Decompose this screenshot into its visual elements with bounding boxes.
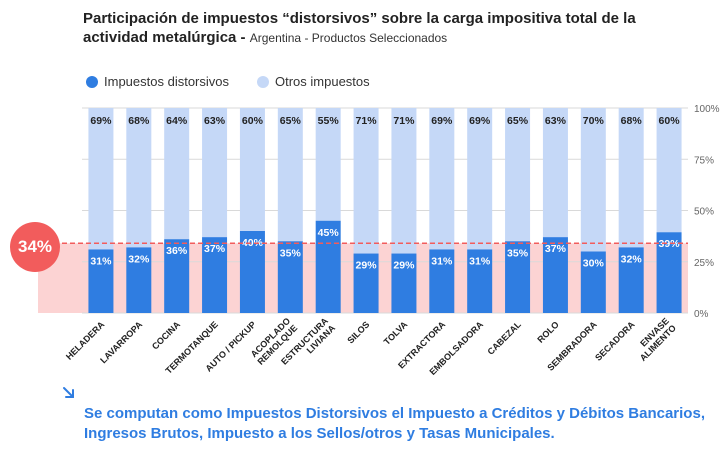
bar-distorsivos xyxy=(656,232,682,313)
bar-otros xyxy=(239,108,265,231)
bar-distorsivos xyxy=(353,253,379,313)
data-label-distorsivos: 35% xyxy=(280,247,302,259)
data-label-distorsivos: 36% xyxy=(166,245,188,257)
legend-label-distorsivos: Impuestos distorsivos xyxy=(104,74,229,89)
data-label-distorsivos: 35% xyxy=(507,247,529,259)
data-label-otros: 60% xyxy=(659,115,681,127)
bar-distorsivos xyxy=(542,237,568,313)
bar-distorsivos xyxy=(164,239,190,313)
bar-distorsivos xyxy=(202,237,228,313)
data-label-distorsivos: 32% xyxy=(128,253,150,265)
category-label: SECADORA xyxy=(593,319,637,363)
chart-subtitle: Argentina - Productos Seleccionados xyxy=(249,31,448,45)
bar-otros xyxy=(505,108,531,242)
data-label-otros: 63% xyxy=(204,115,226,127)
data-label-otros: 69% xyxy=(431,115,453,127)
data-label-otros: 69% xyxy=(469,115,491,127)
data-label-distorsivos: 30% xyxy=(583,258,605,270)
bar-otros xyxy=(656,108,682,233)
bar-otros xyxy=(542,108,568,238)
data-label-distorsivos: 31% xyxy=(90,255,112,267)
category-label: CABEZAL xyxy=(486,319,524,357)
category-label: SILOS xyxy=(345,319,371,345)
legend-swatch-otros xyxy=(257,75,269,88)
data-label-distorsivos: 37% xyxy=(545,243,567,255)
y-tick-label: 75% xyxy=(694,155,714,166)
data-label-distorsivos: 31% xyxy=(469,255,491,267)
bar-distorsivos xyxy=(467,249,493,313)
bar-otros xyxy=(580,108,606,252)
category-label: ROLO xyxy=(535,319,560,344)
bar-distorsivos xyxy=(505,241,531,313)
bar-distorsivos xyxy=(239,231,265,313)
data-label-otros: 71% xyxy=(356,115,378,127)
data-label-otros: 65% xyxy=(280,115,302,127)
category-label: ENVASEALIMENTO xyxy=(631,316,678,363)
y-tick-label: 0% xyxy=(694,309,709,320)
bar-otros xyxy=(467,108,493,250)
data-label-otros: 68% xyxy=(621,115,643,127)
data-label-otros: 70% xyxy=(583,115,605,127)
data-label-otros: 60% xyxy=(242,115,264,127)
data-label-otros: 55% xyxy=(318,115,340,127)
legend: Impuestos distorsivos Otros impuestos xyxy=(86,74,398,89)
data-label-otros: 64% xyxy=(166,115,188,127)
bar-otros xyxy=(277,108,303,242)
bar-otros xyxy=(126,108,152,248)
bar-distorsivos xyxy=(88,249,114,313)
legend-label-otros: Otros impuestos xyxy=(275,74,370,89)
bar-distorsivos xyxy=(277,241,303,313)
data-label-distorsivos: 40% xyxy=(242,237,264,249)
bar-otros xyxy=(315,108,341,221)
bar-distorsivos xyxy=(126,247,152,313)
bar-distorsivos xyxy=(315,220,341,313)
data-label-otros: 69% xyxy=(90,115,112,127)
data-label-otros: 65% xyxy=(507,115,529,127)
bar-distorsivos xyxy=(429,249,455,313)
bar-otros xyxy=(618,108,644,248)
bar-distorsivos xyxy=(618,247,644,313)
data-label-otros: 63% xyxy=(545,115,567,127)
bar-otros xyxy=(353,108,379,254)
chart-title-text: Participación de impuestos “distorsivos”… xyxy=(83,10,636,46)
bar-otros xyxy=(429,108,455,250)
data-label-distorsivos: 37% xyxy=(204,243,226,255)
category-label: COCINA xyxy=(150,319,183,352)
data-label-distorsivos: 39% xyxy=(659,238,681,250)
bar-otros xyxy=(391,108,417,254)
bar-otros xyxy=(164,108,190,240)
data-label-otros: 68% xyxy=(128,115,150,127)
y-tick-label: 25% xyxy=(694,258,714,269)
data-label-distorsivos: 29% xyxy=(356,260,378,272)
legend-item-distorsivos: Impuestos distorsivos xyxy=(86,74,229,89)
bar-otros xyxy=(88,108,114,250)
chart-title: Participación de impuestos “distorsivos”… xyxy=(83,9,703,48)
data-label-distorsivos: 31% xyxy=(431,255,453,267)
footnote: Se computan como Impuestos Distorsivos e… xyxy=(84,405,705,442)
y-tick-label: 50% xyxy=(694,207,714,218)
bar-distorsivos xyxy=(580,251,606,313)
y-tick-label: 100% xyxy=(694,104,720,115)
data-label-distorsivos: 29% xyxy=(393,260,415,272)
bar-otros xyxy=(202,108,228,238)
data-label-otros: 71% xyxy=(393,115,415,127)
arrow-down-right-icon xyxy=(63,387,74,398)
category-label: TOLVA xyxy=(382,319,410,347)
reference-badge: 34% xyxy=(10,222,60,272)
legend-item-otros: Otros impuestos xyxy=(257,74,370,89)
legend-swatch-distorsivos xyxy=(86,75,98,88)
data-label-distorsivos: 32% xyxy=(621,253,643,265)
data-label-distorsivos: 45% xyxy=(318,227,340,239)
bar-distorsivos xyxy=(391,253,417,313)
